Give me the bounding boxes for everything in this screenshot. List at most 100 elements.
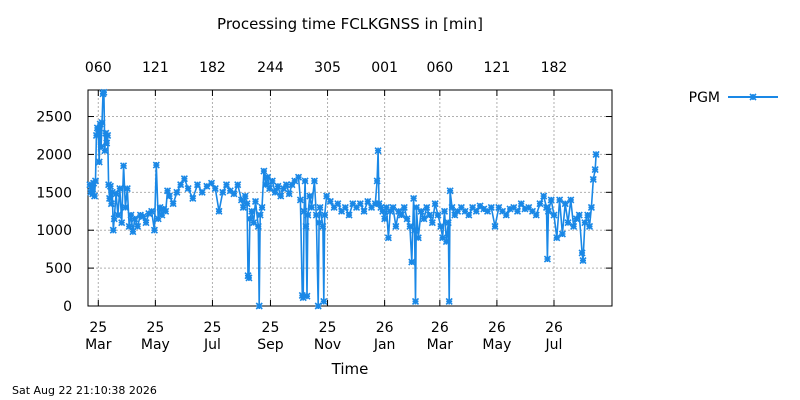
data-point (521, 205, 529, 213)
data-point (525, 203, 533, 212)
data-point (553, 234, 561, 242)
data-point (226, 187, 234, 195)
data-point (498, 207, 507, 215)
x-tick-label-day: 26 (545, 320, 563, 336)
data-point (360, 207, 368, 215)
data-point (543, 255, 552, 263)
data-point (169, 200, 177, 208)
data-point (410, 194, 418, 202)
data-point (198, 188, 206, 196)
data-point (321, 211, 329, 219)
data-point (265, 184, 274, 193)
data-point (93, 124, 101, 132)
x-axis-label: Time (331, 360, 369, 378)
chart-title: Processing time FCLKGNSS in [min] (217, 15, 483, 33)
data-point (255, 302, 263, 310)
data-point (439, 234, 447, 242)
data-point (517, 200, 525, 208)
data-point (308, 203, 316, 212)
data-point (98, 119, 106, 127)
data-point (585, 222, 594, 230)
data-point (258, 203, 266, 212)
x-tick-label-month: Sep (257, 337, 284, 353)
data-point (414, 234, 422, 242)
data-point (312, 211, 320, 219)
top-tick-label: 060 (85, 60, 112, 76)
data-point (334, 200, 342, 208)
data-point (444, 219, 452, 227)
data-point (575, 211, 583, 219)
data-point (90, 192, 99, 200)
x-axis-top: 060 121 182 244 305 001 060 121 182 (85, 60, 567, 96)
data-point (277, 192, 285, 200)
y-tick-label: 1500 (36, 185, 72, 201)
top-tick-label: 121 (142, 60, 169, 76)
data-point (461, 207, 469, 215)
data-point (282, 181, 290, 189)
data-point (268, 177, 276, 185)
plot-frame (87, 89, 613, 307)
data-point (542, 203, 551, 212)
data-point (445, 297, 453, 306)
data-point (451, 211, 459, 219)
data-point (400, 203, 408, 212)
data-point (260, 167, 268, 175)
data-point (454, 207, 462, 215)
data-point (256, 211, 264, 219)
data-point (119, 162, 128, 170)
x-tick-label-month: Nov (314, 337, 341, 353)
data-point (330, 203, 338, 212)
data-point (476, 202, 484, 210)
data-point (411, 297, 420, 306)
data-point (356, 200, 364, 208)
data-point (495, 203, 503, 212)
data-point (108, 188, 116, 196)
data-point (315, 219, 323, 227)
y-axis: 0 500 1000 1500 2000 2500 (36, 110, 612, 315)
data-point (371, 200, 379, 208)
data-point (345, 211, 353, 219)
data-point (465, 211, 473, 219)
x-tick-label-month: May (141, 337, 170, 353)
x-tick-label-month: Mar (427, 337, 454, 353)
data-point (425, 211, 434, 219)
timestamp: Sat Aug 22 21:10:38 2026 (12, 384, 157, 397)
data-point (222, 181, 231, 189)
data-point (158, 211, 166, 219)
data-point (271, 188, 279, 196)
x-tick-label-month: May (482, 337, 511, 353)
data-point (373, 177, 381, 185)
y-tick-label: 500 (45, 261, 72, 277)
data-point (544, 207, 552, 215)
data-point (104, 131, 112, 140)
legend-marker (749, 93, 757, 101)
data-point (106, 182, 115, 190)
data-point (288, 181, 296, 189)
data-point (105, 194, 114, 202)
data-point (406, 222, 414, 230)
series-line-pgm (89, 91, 597, 307)
data-point (177, 181, 185, 189)
data-point (150, 226, 159, 234)
data-point (440, 207, 449, 215)
data-point (589, 175, 597, 183)
x-tick-label-month: Mar (85, 337, 112, 353)
data-point (491, 222, 499, 230)
data-point (510, 203, 518, 212)
data-point (306, 192, 314, 200)
data-point (303, 292, 311, 300)
data-point (274, 182, 282, 190)
data-point (564, 219, 572, 227)
x-tick-label-day: 26 (431, 320, 449, 336)
data-point (374, 147, 382, 155)
data-point (241, 192, 249, 200)
data-point (341, 203, 349, 212)
data-point (395, 207, 403, 215)
data-point (417, 207, 425, 215)
data-point (483, 207, 492, 215)
data-point (219, 188, 227, 196)
data-point (472, 207, 480, 215)
data-point (299, 294, 307, 302)
data-point (540, 192, 548, 200)
